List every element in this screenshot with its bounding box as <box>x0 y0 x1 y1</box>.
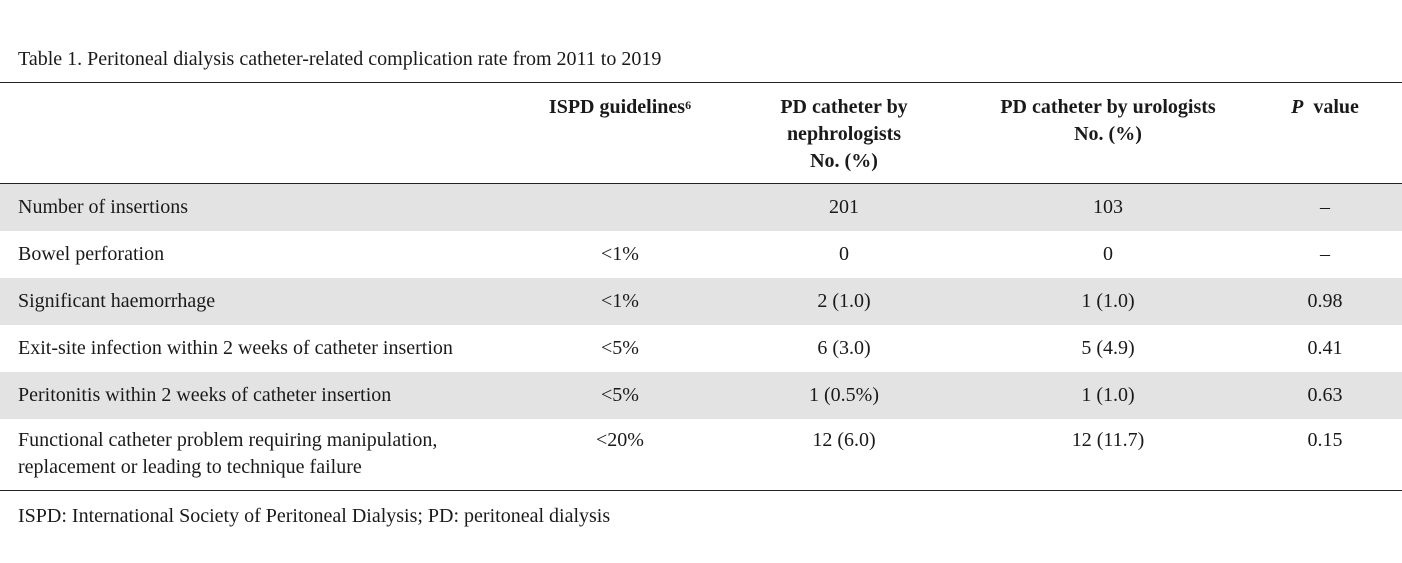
table-header-row: ISPD guidelines6 PD catheter by nephrolo… <box>0 82 1402 184</box>
row-nephrologists: 201 <box>829 195 859 218</box>
row-urologists: 1 (1.0) <box>1081 289 1135 312</box>
row-guideline <box>520 184 720 231</box>
row-nephrologists: 12 (6.0) <box>812 428 876 451</box>
table-row: Peritonitis within 2 weeks of catheter i… <box>0 371 1402 419</box>
header-ispd-text: ISPD guidelines <box>548 96 686 118</box>
row-urologists: 0 <box>1103 242 1113 265</box>
row-nephrologists: 6 (3.0) <box>817 336 871 359</box>
table-row: Functional catheter problem requiring ma… <box>0 419 1402 491</box>
row-p-value: 0.63 <box>1307 383 1343 406</box>
header-ispd-reference: 6 <box>685 98 692 112</box>
header-ispd-guidelines: ISPD guidelines6 <box>520 83 720 184</box>
header-label-column <box>0 83 520 184</box>
row-label: Functional catheter problem requiring ma… <box>18 428 438 478</box>
header-urologists: PD catheter by urologists No. (%) <box>1000 96 1216 145</box>
table-caption: Table 1. Peritoneal dialysis catheter-re… <box>18 48 662 70</box>
row-p-value: – <box>1320 195 1330 218</box>
table-footnote: ISPD: International Society of Peritonea… <box>18 505 611 527</box>
row-nephrologists: 1 (0.5%) <box>809 383 879 406</box>
row-p-value: 0.41 <box>1307 336 1343 359</box>
row-urologists: 103 <box>1093 195 1123 218</box>
row-urologists: 12 (11.7) <box>1071 428 1145 451</box>
row-guideline: <1% <box>601 289 639 312</box>
row-label: Number of insertions <box>18 195 188 218</box>
row-guideline: <5% <box>601 383 639 406</box>
header-value-word: value <box>1303 96 1359 118</box>
row-guideline: <1% <box>601 242 639 265</box>
table-row: Bowel perforation <1% 0 0 – <box>0 231 1402 278</box>
table-row: Number of insertions 201 103 – <box>0 183 1402 231</box>
row-nephrologists: 2 (1.0) <box>817 289 871 312</box>
header-p-value: P value <box>1248 83 1402 184</box>
row-urologists: 1 (1.0) <box>1081 383 1135 406</box>
row-guideline: <5% <box>601 336 639 359</box>
header-nephrologists: PD catheter by nephrologists No. (%) <box>780 96 908 172</box>
row-label: Significant haemorrhage <box>18 289 216 312</box>
row-p-value: 0.98 <box>1307 289 1343 312</box>
row-label: Peritonitis within 2 weeks of catheter i… <box>18 383 392 406</box>
row-nephrologists: 0 <box>839 242 849 265</box>
header-p-letter: P <box>1291 96 1304 118</box>
table-row: Exit-site infection within 2 weeks of ca… <box>0 325 1402 372</box>
complication-table: ISPD guidelines6 PD catheter by nephrolo… <box>0 82 1402 491</box>
row-guideline: <20% <box>596 428 644 451</box>
row-urologists: 5 (4.9) <box>1081 336 1135 359</box>
table-row: Significant haemorrhage <1% 2 (1.0) 1 (1… <box>0 277 1402 325</box>
row-label: Exit-site infection within 2 weeks of ca… <box>18 336 453 359</box>
row-p-value: – <box>1320 242 1330 265</box>
row-p-value: 0.15 <box>1307 428 1343 451</box>
row-label: Bowel perforation <box>18 242 165 265</box>
